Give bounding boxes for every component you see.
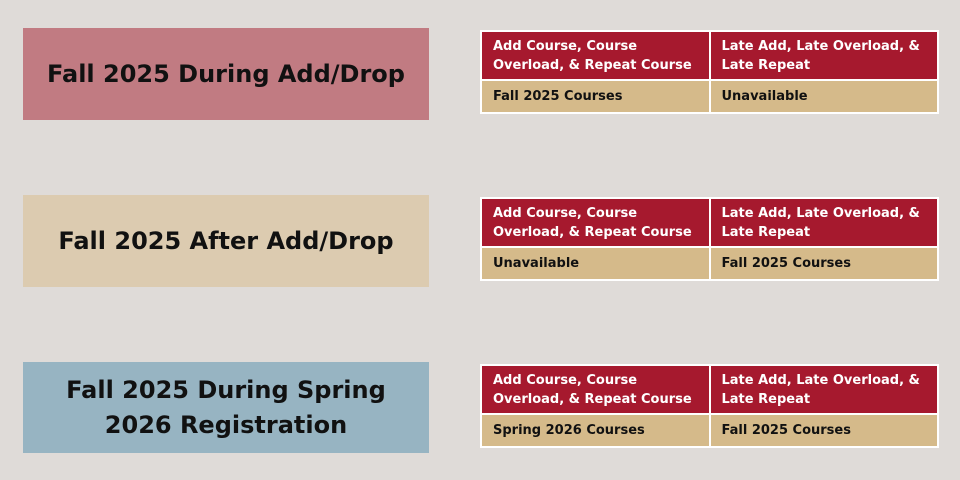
options-table-during-add-drop: Add Course, Course Overload, & Repeat Co… — [480, 30, 939, 114]
options-table-during-spring-registration: Add Course, Course Overload, & Repeat Co… — [480, 364, 939, 448]
cell-add-course: Spring 2026 Courses — [480, 413, 711, 448]
section-title-during-add-drop: Fall 2025 During Add/Drop — [23, 28, 429, 120]
cell-add-course: Unavailable — [480, 246, 711, 281]
cell-late-add: Fall 2025 Courses — [708, 246, 939, 281]
options-table-after-add-drop: Add Course, Course Overload, & Repeat Co… — [480, 197, 939, 281]
cell-late-add: Unavailable — [708, 79, 939, 114]
column-header-add-course: Add Course, Course Overload, & Repeat Co… — [480, 197, 711, 248]
section-title-after-add-drop: Fall 2025 After Add/Drop — [23, 195, 429, 287]
cell-late-add: Fall 2025 Courses — [708, 413, 939, 448]
column-header-add-course: Add Course, Course Overload, & Repeat Co… — [480, 30, 711, 81]
column-header-add-course: Add Course, Course Overload, & Repeat Co… — [480, 364, 711, 415]
section-title-during-spring-registration: Fall 2025 During Spring 2026 Registratio… — [23, 362, 429, 453]
column-header-late-add: Late Add, Late Overload, & Late Repeat — [708, 30, 939, 81]
cell-add-course: Fall 2025 Courses — [480, 79, 711, 114]
column-header-late-add: Late Add, Late Overload, & Late Repeat — [708, 197, 939, 248]
column-header-late-add: Late Add, Late Overload, & Late Repeat — [708, 364, 939, 415]
